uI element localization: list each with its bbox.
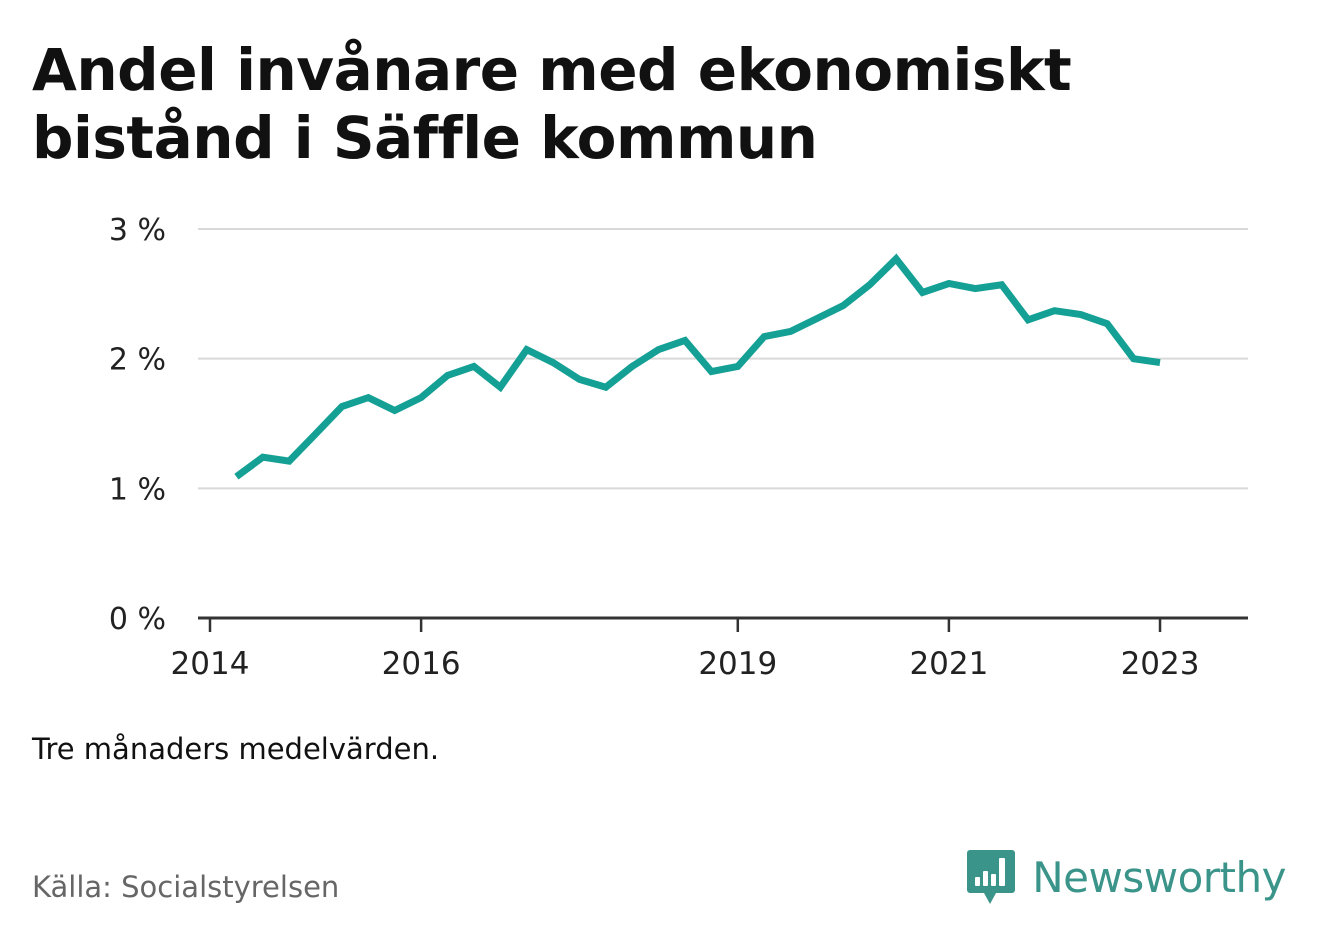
y-tick-label: 2 % [109, 343, 166, 378]
brand-logo: Newsworthy [966, 848, 1286, 906]
y-tick-label: 1 % [109, 472, 166, 507]
y-tick-label: 0 % [109, 602, 166, 637]
source-label: Källa: Socialstyrelsen [32, 870, 340, 904]
x-tick-label: 2021 [909, 646, 988, 682]
brand-name: Newsworthy [1032, 852, 1286, 902]
x-tick-label: 2019 [698, 646, 777, 682]
title-line-2: bistånd i Säffle kommun [32, 104, 818, 172]
y-tick-label: 3 % [109, 213, 166, 248]
bar-chart-speech-bubble-icon [967, 850, 1016, 904]
x-tick-label: 2023 [1121, 646, 1200, 682]
chart-note: Tre månaders medelvärden. [32, 732, 440, 766]
title-line-1: Andel invånare med ekonomiskt [32, 36, 1072, 104]
chart-title: Andel invånare med ekonomiskt bistånd i … [32, 36, 1232, 172]
x-tick-label: 2014 [171, 646, 250, 682]
series-line [234, 253, 1161, 480]
line-chart: 0 % 1 % 2 % 3 % 2014 2016 2019 2021 2023 [109, 213, 1248, 682]
x-tick-label: 2016 [382, 646, 461, 682]
